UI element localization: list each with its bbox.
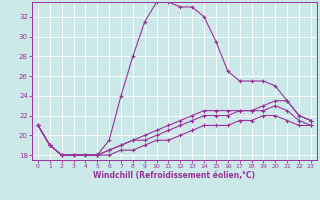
X-axis label: Windchill (Refroidissement éolien,°C): Windchill (Refroidissement éolien,°C) bbox=[93, 171, 255, 180]
